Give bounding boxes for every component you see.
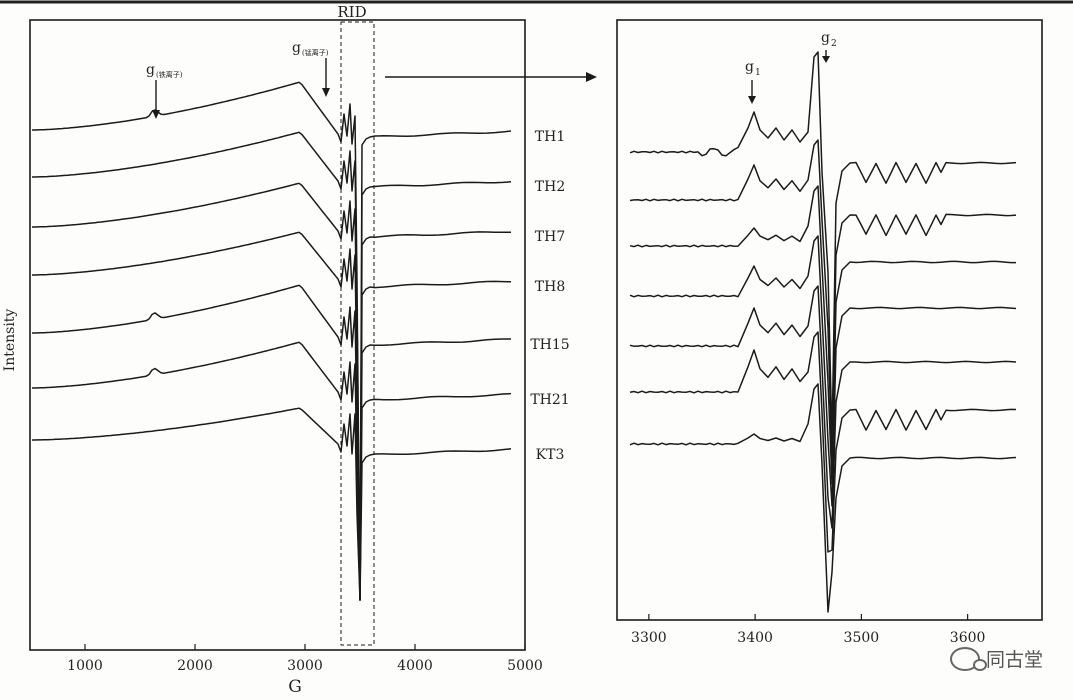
left-x-tick-label: 5000	[507, 658, 543, 674]
annotation-g1-arrowhead	[748, 96, 756, 104]
left-series-label: TH7	[535, 229, 565, 245]
annotation-g2-letter: g	[821, 30, 830, 46]
left-x-tick-label: 4000	[397, 658, 433, 674]
left-x-tick-label: 2000	[177, 658, 213, 674]
left-series-label: TH15	[530, 337, 569, 353]
annotation-g1-letter: g	[745, 59, 754, 75]
left-x-tick-label: 1000	[67, 658, 103, 674]
left-x-ticks: 1000 2000 3000 4000 5000	[67, 644, 543, 674]
right-plot-frame	[616, 19, 1043, 621]
right-panel: 3300 3400 3500 3600 g 1 g 2	[616, 19, 1043, 646]
wechat-icon	[949, 646, 987, 671]
left-traces	[32, 81, 512, 601]
left-series-line	[32, 231, 512, 601]
annotation-g-mn: g (锰离子)	[292, 40, 330, 97]
right-series-line	[629, 139, 1017, 463]
watermark-text: 同古堂	[985, 649, 1043, 671]
right-series-line	[629, 185, 1016, 485]
arrow-right-icon	[385, 72, 597, 82]
right-x-tick-label: 3300	[631, 630, 667, 646]
right-x-tick-label: 3500	[844, 630, 880, 646]
left-series-label: TH2	[535, 179, 565, 195]
left-y-axis-label: Intensity	[2, 309, 18, 372]
left-series-line	[32, 131, 512, 601]
left-series-label: TH1	[535, 129, 565, 145]
right-series-line	[629, 235, 1017, 507]
left-series-line	[32, 182, 512, 601]
rid-region-box	[340, 21, 375, 646]
left-series-line	[32, 284, 511, 601]
annotation-g-fe-subscript: (铁离子)	[156, 70, 183, 79]
left-panel: TH1 TH2 TH7 TH8 TH15 TH21 KT3 1000 2000 3000 4000…	[2, 3, 570, 697]
left-series-line	[32, 341, 512, 601]
right-traces	[629, 51, 1017, 613]
right-x-ticks: 3300 3400 3500 3600	[631, 614, 985, 646]
annotation-g-fe: g (铁离子)	[146, 62, 183, 119]
annotation-g-fe-arrowhead	[152, 110, 160, 119]
left-x-tick-label: 3000	[287, 658, 323, 674]
left-series-label: TH21	[530, 392, 569, 408]
annotation-g2: g 2	[821, 30, 837, 63]
annotation-g1: g 1	[745, 59, 761, 104]
right-series-line	[629, 383, 1017, 613]
right-series-line	[629, 51, 1017, 441]
annotation-g1-subscript: 1	[755, 68, 761, 78]
left-series-labels: TH1 TH2 TH7 TH8 TH15 TH21 KT3	[530, 129, 569, 463]
right-x-tick-label: 3600	[950, 630, 986, 646]
left-series-line	[32, 407, 512, 601]
annotation-g2-arrowhead	[822, 56, 830, 63]
right-x-tick-label: 3400	[737, 630, 773, 646]
left-series-label: TH8	[535, 279, 565, 295]
left-series-line	[32, 81, 512, 601]
watermark: 同古堂	[949, 645, 1043, 672]
annotation-g-mn-letter: g	[292, 40, 301, 56]
right-series-line	[629, 331, 1017, 553]
left-series-label: KT3	[536, 447, 565, 463]
right-series-line	[629, 285, 1017, 529]
annotation-g2-subscript: 2	[831, 39, 837, 49]
annotation-g-fe-letter: g	[146, 62, 155, 78]
left-plot-frame	[29, 19, 526, 651]
annotation-g-mn-subscript: (锰离子)	[302, 48, 329, 57]
rid-label: RID	[337, 3, 366, 21]
annotation-g-mn-arrowhead	[322, 88, 330, 97]
left-x-axis-label: G	[288, 677, 302, 697]
